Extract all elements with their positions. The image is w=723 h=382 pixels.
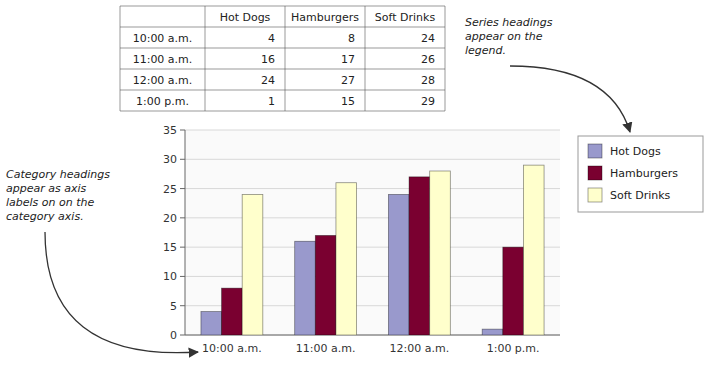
table-header: Soft Drinks — [375, 11, 436, 24]
legend-swatch — [588, 188, 602, 202]
table-value: 16 — [261, 53, 275, 66]
table-rule — [120, 69, 445, 70]
table-value: 17 — [341, 53, 355, 66]
table-value: 1 — [268, 95, 275, 108]
legend-label: Soft Drinks — [610, 189, 671, 202]
y-axis-line — [185, 130, 186, 335]
bar — [201, 312, 222, 335]
bar — [523, 165, 544, 335]
y-tick-label: 15 — [163, 241, 177, 254]
y-tick-label: 30 — [163, 153, 177, 166]
y-tick-label: 5 — [170, 300, 177, 313]
y-tick — [180, 305, 185, 306]
legend: Hot Dogs Hamburgers Soft Drinks — [578, 136, 703, 212]
table-rule — [120, 6, 445, 7]
table-value: 29 — [421, 95, 435, 108]
table-header: Hamburgers — [291, 11, 359, 24]
table-value: 15 — [341, 95, 355, 108]
y-tick — [180, 217, 185, 218]
y-tick — [180, 276, 185, 277]
annotation-line: appear as axis — [6, 182, 87, 195]
table-value: 27 — [341, 74, 355, 87]
bar — [336, 183, 357, 335]
annotation-line: Series headings — [465, 16, 553, 29]
table-value: 28 — [421, 74, 435, 87]
bar — [482, 329, 503, 335]
y-tick — [180, 188, 185, 189]
bars — [201, 165, 544, 335]
table-value: 4 — [268, 32, 275, 45]
table-rule — [120, 6, 121, 111]
table-row-label: 1:00 p.m. — [136, 95, 189, 108]
annotation-line: category axis. — [6, 210, 84, 223]
legend-swatch — [588, 144, 602, 158]
table-rule — [205, 6, 206, 111]
table-row-label: 10:00 a.m. — [133, 32, 193, 45]
grid-line — [185, 159, 560, 160]
grid — [185, 130, 560, 335]
grid-line — [185, 188, 560, 189]
y-tick — [180, 335, 185, 336]
bar — [503, 247, 524, 335]
table-rule — [120, 27, 445, 28]
table-value: 8 — [348, 32, 355, 45]
bar — [295, 241, 316, 335]
x-tick-label: 11:00 a.m. — [296, 342, 356, 355]
y-tick-label: 0 — [170, 329, 177, 342]
table-rule — [120, 111, 445, 112]
table-value: 24 — [421, 32, 435, 45]
table-rule — [120, 90, 445, 91]
grid-line — [185, 217, 560, 218]
table-header: Hot Dogs — [220, 11, 271, 24]
bar — [409, 177, 430, 335]
x-tick-label: 12:00 a.m. — [390, 342, 450, 355]
y-tick — [180, 130, 185, 131]
annotation-arrow — [510, 66, 630, 132]
table-row-label: 12:00 a.m. — [133, 74, 193, 87]
annotation: Category headingsappear as axislabels on… — [6, 168, 110, 223]
table-rule — [285, 6, 286, 111]
plot-background — [185, 130, 560, 335]
bar — [222, 288, 243, 335]
table-row-label: 11:00 a.m. — [133, 53, 193, 66]
table-value: 26 — [421, 53, 435, 66]
data-table: Hot Dogs Hamburgers Soft Drinks 10:00 a.m. 4… — [120, 6, 445, 111]
annotation-arrow — [45, 232, 198, 353]
bar — [315, 235, 336, 335]
bar — [242, 194, 263, 335]
y-tick-label: 35 — [163, 124, 177, 137]
chart: 0 5 10 15 20 25 30 35 10:00 a.m. 11:00 a.m. 12:00 … — [0, 0, 723, 382]
table-rule — [120, 48, 445, 49]
table-rule — [365, 6, 366, 111]
annotation-line: legend. — [465, 44, 506, 57]
x-tick-label: 1:00 p.m. — [487, 342, 540, 355]
table-value: 24 — [261, 74, 275, 87]
table-rule — [445, 6, 446, 111]
y-tick — [180, 247, 185, 248]
annotation-line: labels on on the — [6, 196, 95, 209]
axes: 0 5 10 15 20 25 30 35 10:00 a.m. 11:00 a.m. 12:00 … — [163, 124, 560, 355]
annotations: Series headingsappear on thelegend. Categ… — [6, 16, 630, 353]
x-tick-label: 10:00 a.m. — [202, 342, 262, 355]
legend-label: Hot Dogs — [610, 145, 661, 158]
annotation-line: appear on the — [465, 30, 543, 43]
y-tick-label: 10 — [163, 270, 177, 283]
annotation-line: Category headings — [6, 168, 110, 181]
bar — [388, 194, 409, 335]
legend-box — [578, 136, 703, 212]
legend-label: Hamburgers — [610, 167, 678, 180]
annotation: Series headingsappear on thelegend. — [465, 16, 553, 57]
legend-swatch — [588, 166, 602, 180]
y-tick-label: 20 — [163, 212, 177, 225]
grid-line — [185, 130, 560, 131]
bar — [430, 171, 451, 335]
y-tick-label: 25 — [163, 183, 177, 196]
y-tick — [180, 159, 185, 160]
